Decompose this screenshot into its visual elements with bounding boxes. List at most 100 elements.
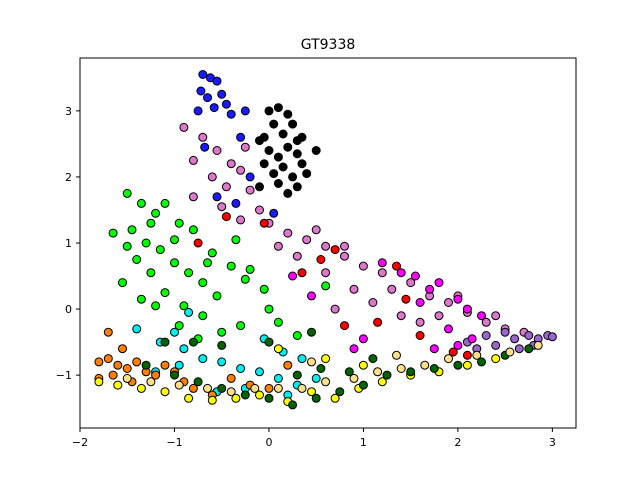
scatter-point [240, 274, 250, 284]
scatter-point [297, 268, 307, 278]
scatter-point [188, 155, 198, 165]
scatter-point [292, 251, 302, 261]
scatter-point [340, 251, 349, 261]
scatter-point [198, 311, 208, 321]
scatter-point [283, 188, 293, 198]
scatter-point [273, 241, 283, 251]
scatter-point [170, 235, 179, 245]
scatter-point [236, 132, 246, 142]
scatter-point [212, 291, 222, 301]
scatter-point [297, 354, 307, 364]
scatter-point [122, 373, 132, 383]
scatter-point [321, 377, 331, 387]
scatter-point [188, 225, 198, 235]
scatter-point [349, 284, 359, 294]
scatter-point [297, 132, 307, 142]
scatter-point [259, 218, 269, 228]
scatter-point [122, 364, 132, 373]
scatter-point [491, 354, 501, 364]
scatter-point [373, 317, 383, 327]
scatter-point [292, 331, 302, 340]
scatter-point [94, 357, 104, 367]
scatter-point [368, 354, 378, 364]
scatter-point [236, 321, 246, 331]
y-tick-label: 0 [65, 303, 72, 316]
scatter-point [335, 387, 345, 397]
scatter-point [500, 327, 510, 337]
scatter-point [160, 337, 170, 347]
scatter-point [240, 390, 250, 400]
scatter-point [146, 268, 156, 278]
scatter-point [127, 225, 137, 235]
scatter-point [264, 106, 274, 116]
scatter-point [160, 288, 170, 298]
scatter-point [269, 169, 279, 179]
scatter-point [392, 261, 401, 271]
scatter-point [113, 380, 123, 390]
scatter-point [453, 340, 463, 350]
scatter-point [103, 354, 113, 364]
scatter-point [307, 357, 316, 367]
scatter-point [188, 383, 198, 393]
scatter-point [217, 340, 227, 350]
scatter-point [193, 106, 203, 116]
scatter-point [132, 324, 142, 334]
scatter-point [264, 146, 274, 155]
scatter-point [344, 367, 354, 377]
points-layer [94, 70, 557, 410]
scatter-point [321, 281, 331, 291]
scatter-point [505, 347, 515, 357]
x-tick-label: 3 [549, 436, 556, 449]
scatter-point [273, 383, 283, 393]
scatter-point [236, 165, 246, 175]
scatter-point [444, 354, 453, 364]
scatter-point [481, 317, 491, 327]
y-tick-label: 2 [65, 171, 72, 184]
scatter-point [207, 172, 217, 182]
scatter-point [108, 228, 118, 238]
x-tick-label: −1 [166, 436, 182, 449]
scatter-point [292, 149, 302, 159]
scatter-point [236, 364, 246, 373]
scatter-point [259, 284, 269, 294]
scatter-point [217, 383, 227, 393]
scatter-point [288, 172, 298, 182]
scatter-point [420, 360, 430, 370]
scatter-point [118, 344, 127, 354]
scatter-point [283, 228, 293, 238]
chart-title: GT9338 [301, 37, 356, 53]
scatter-point [103, 327, 113, 337]
scatter-point [429, 344, 439, 354]
scatter-point [198, 278, 208, 288]
scatter-point [184, 268, 194, 278]
scatter-point [170, 327, 179, 337]
scatter-point [273, 317, 283, 327]
scatter-point [302, 235, 312, 245]
scatter-point [212, 76, 222, 86]
scatter-point [174, 380, 184, 390]
scatter-point [264, 337, 274, 347]
scatter-point [406, 367, 416, 377]
scatter-point [273, 179, 283, 188]
scatter-point [226, 159, 236, 169]
scatter-point [330, 393, 340, 403]
scatter-point [226, 387, 236, 397]
scatter-point [226, 373, 236, 383]
scatter-point [188, 337, 198, 347]
scatter-point [278, 162, 288, 172]
y-tick-label: −1 [56, 369, 72, 382]
scatter-point [221, 212, 231, 222]
scatter-point [146, 218, 156, 228]
scatter-point [415, 317, 425, 327]
scatter-point [273, 103, 283, 113]
scatter-point [358, 380, 368, 390]
scatter-point [146, 377, 156, 387]
scatter-point [226, 261, 236, 271]
scatter-point [221, 99, 231, 109]
scatter-point [259, 159, 269, 169]
scatter-point [269, 208, 279, 218]
scatter-point [193, 238, 203, 248]
scatter-point [302, 169, 312, 179]
